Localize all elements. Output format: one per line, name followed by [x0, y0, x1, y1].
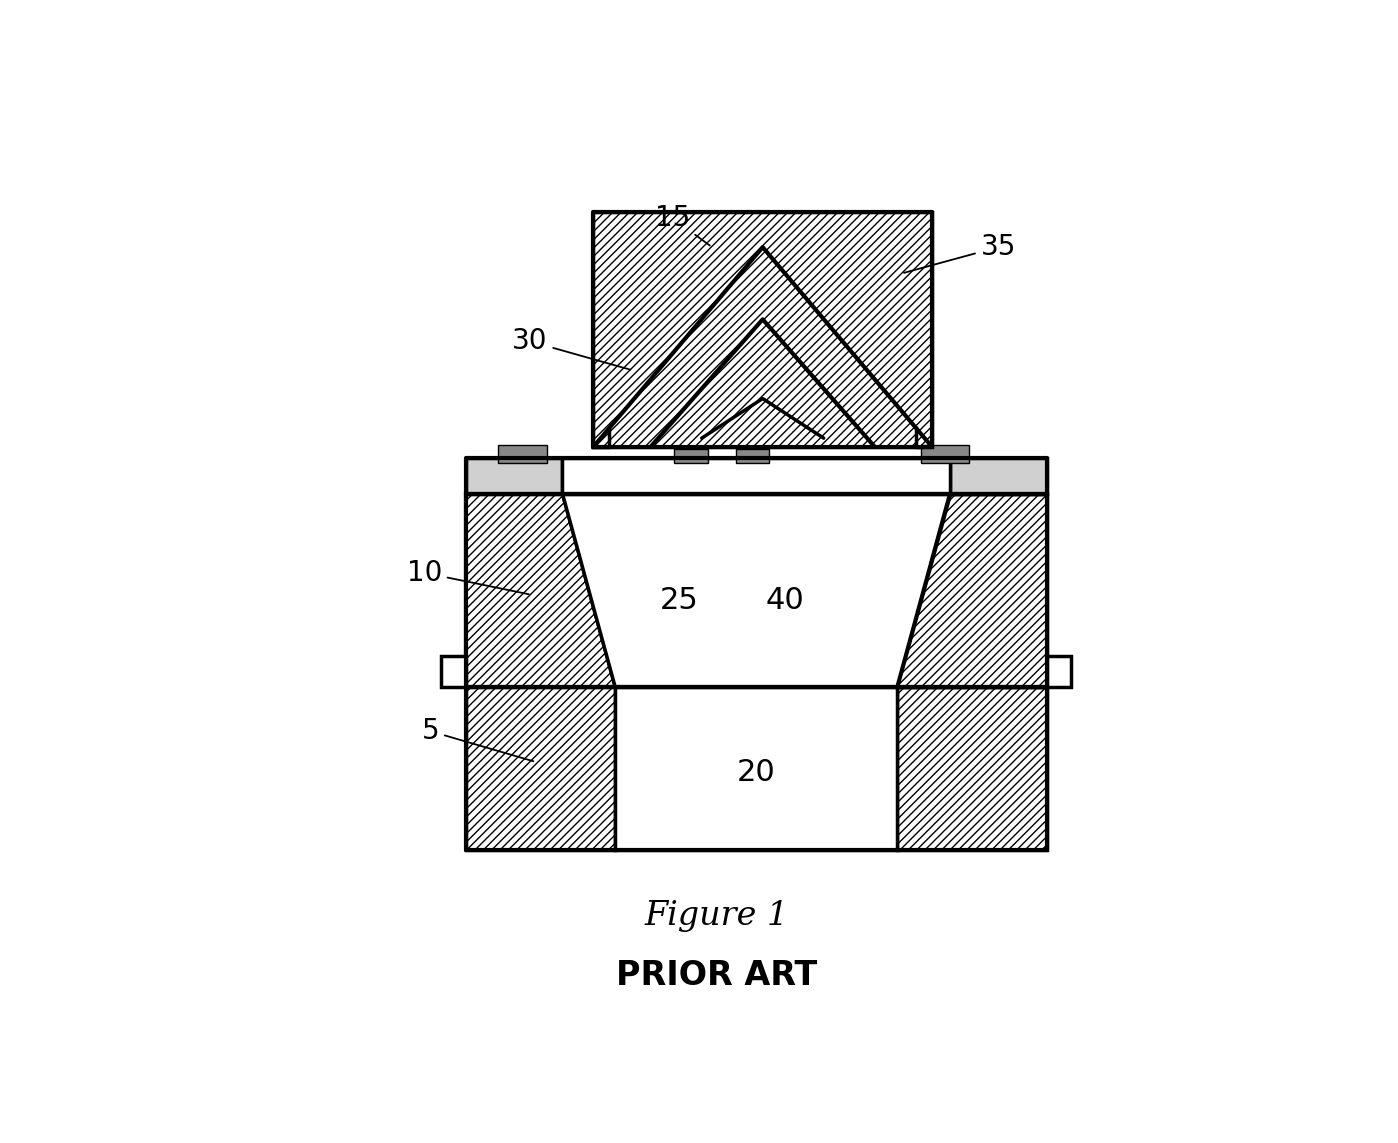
Text: 5: 5: [422, 718, 534, 761]
Polygon shape: [898, 687, 1047, 850]
Polygon shape: [498, 445, 547, 463]
Polygon shape: [735, 449, 769, 463]
Polygon shape: [921, 445, 969, 463]
Polygon shape: [1047, 656, 1071, 687]
Text: 35: 35: [905, 233, 1016, 273]
Text: PRIOR ART: PRIOR ART: [617, 959, 816, 991]
Polygon shape: [466, 458, 562, 494]
Polygon shape: [562, 494, 949, 687]
Polygon shape: [674, 449, 707, 463]
Text: 10: 10: [407, 559, 528, 594]
Text: 20: 20: [737, 758, 776, 788]
Polygon shape: [898, 494, 1047, 687]
Text: Figure 1: Figure 1: [644, 900, 788, 932]
Text: 25: 25: [660, 585, 698, 615]
Text: 30: 30: [512, 327, 630, 369]
Polygon shape: [466, 687, 615, 850]
Polygon shape: [615, 687, 898, 850]
Text: 40: 40: [766, 585, 804, 615]
Text: 15: 15: [654, 205, 710, 246]
Polygon shape: [562, 458, 949, 494]
Polygon shape: [466, 494, 615, 687]
Polygon shape: [593, 211, 932, 447]
Polygon shape: [949, 458, 1047, 494]
Polygon shape: [440, 656, 466, 687]
